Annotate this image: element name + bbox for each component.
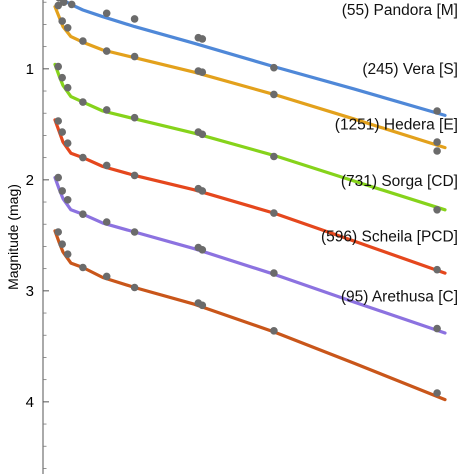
series-labels: (55) Pandora [M] (245) Vera [S] (1251) Hed…: [321, 2, 458, 305]
data-point: [60, 0, 68, 6]
series-curve: [53, 229, 447, 402]
data-point: [63, 24, 72, 32]
data-point: [198, 301, 207, 310]
data-point: [433, 389, 441, 397]
data-point: [79, 210, 87, 218]
series-points: [54, 0, 441, 397]
data-point: [130, 228, 139, 236]
data-point: [130, 171, 139, 180]
series-label: (245) Vera [S]: [362, 61, 458, 78]
data-point: [198, 187, 207, 195]
y-tick-label: 1: [26, 61, 34, 78]
data-point: [270, 90, 278, 99]
data-point: [130, 52, 139, 61]
data-point: [102, 161, 111, 170]
data-point: [58, 73, 66, 82]
data-point: [270, 63, 278, 72]
data-point: [433, 138, 441, 146]
data-point: [54, 173, 62, 182]
data-point: [433, 265, 441, 274]
data-point: [79, 263, 87, 272]
data-point: [270, 327, 278, 335]
series-label: (596) Scheila [PCD]: [321, 228, 458, 245]
data-point: [63, 196, 72, 204]
data-point: [433, 206, 441, 214]
data-point: [58, 240, 66, 248]
data-point: [130, 283, 139, 292]
series-curve: [53, 176, 447, 335]
series-label: (731) Sorga [CD]: [341, 173, 458, 190]
data-point: [433, 147, 441, 155]
data-point: [54, 62, 62, 71]
data-point: [198, 68, 207, 76]
series-label: (55) Pandora [M]: [342, 2, 458, 19]
y-tick-label: 3: [26, 283, 34, 300]
series-curve: [53, 62, 447, 212]
data-point: [270, 209, 278, 217]
data-point: [433, 107, 441, 115]
data-point: [63, 83, 72, 92]
data-point: [79, 153, 87, 162]
series-label: (95) Arethusa [C]: [341, 288, 458, 305]
data-point: [270, 152, 278, 161]
y-tick-label: 4: [26, 394, 34, 411]
data-point: [54, 1, 62, 10]
series-curves: [53, 0, 447, 402]
data-point: [198, 246, 207, 254]
series-label: (1251) Hedera [E]: [335, 116, 458, 133]
data-point: [130, 113, 139, 122]
data-point: [58, 128, 66, 136]
series-curve: [53, 118, 447, 275]
y-tick-label: 2: [26, 172, 34, 189]
chart-axes: 1 2 3 4: [26, 0, 49, 474]
data-point: [58, 187, 66, 195]
data-point: [270, 269, 278, 277]
data-point: [58, 17, 66, 25]
data-point: [198, 35, 207, 43]
data-point: [102, 272, 111, 281]
y-axis-label: Magnitude (mag): [5, 184, 21, 290]
data-point: [102, 106, 111, 114]
data-point: [79, 98, 87, 106]
data-point: [130, 15, 139, 23]
series-curve: [60, 0, 447, 117]
data-point: [433, 324, 441, 333]
data-point: [54, 117, 62, 125]
data-point: [198, 130, 207, 139]
data-point: [63, 139, 72, 147]
data-point: [67, 0, 76, 9]
data-point: [54, 228, 62, 236]
data-point: [63, 250, 72, 258]
data-point: [79, 37, 87, 45]
data-point: [102, 9, 111, 18]
data-point: [102, 218, 111, 226]
data-point: [102, 47, 111, 55]
